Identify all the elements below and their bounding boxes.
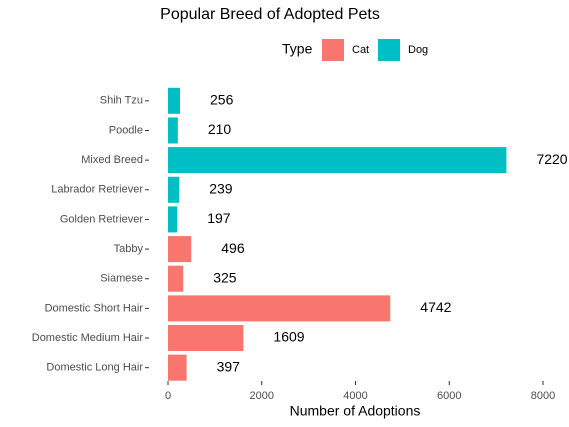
x-axis-title: Number of Adoptions <box>290 403 421 419</box>
bar <box>168 236 192 263</box>
y-tick-label: Domestic Short Hair <box>45 302 144 314</box>
legend-title: Type <box>282 41 313 57</box>
y-tick-label: Poodle <box>109 124 143 136</box>
y-tick-label: Shih Tzu <box>100 95 143 107</box>
bar <box>168 117 178 144</box>
bar <box>168 354 187 381</box>
y-tick-label: Mixed Breed <box>81 154 143 166</box>
y-tick-label: Tabby <box>114 243 144 255</box>
value-label: 397 <box>217 358 241 374</box>
y-tick-label: Golden Retriever <box>60 213 143 225</box>
bar <box>168 176 180 203</box>
x-tick-label: 8000 <box>531 390 555 402</box>
bar <box>168 325 244 352</box>
value-label: 256 <box>210 92 234 108</box>
x-tick-label: 2000 <box>250 390 274 402</box>
x-tick-label: 4000 <box>343 390 367 402</box>
bar <box>168 206 178 233</box>
bar <box>168 265 184 292</box>
chart-title: Popular Breed of Adopted Pets <box>160 6 380 23</box>
value-label: 325 <box>213 269 237 285</box>
legend-swatch <box>378 39 400 61</box>
bar <box>168 295 391 322</box>
bar <box>168 87 180 114</box>
value-label: 1609 <box>273 329 304 345</box>
y-tick-label: Labrador Retriever <box>51 184 143 196</box>
legend-label: Cat <box>352 44 369 56</box>
bar <box>168 147 507 174</box>
value-label: 4742 <box>420 299 451 315</box>
value-label: 7220 <box>536 151 567 167</box>
x-tick-label: 0 <box>165 390 171 402</box>
value-label: 496 <box>221 240 245 256</box>
y-tick-label: Domestic Medium Hair <box>32 332 144 344</box>
value-label: 239 <box>209 180 233 196</box>
y-tick-label: Domestic Long Hair <box>46 362 143 374</box>
x-tick-label: 6000 <box>437 390 461 402</box>
y-tick-label: Siamese <box>100 273 143 285</box>
value-label: 210 <box>208 121 232 137</box>
legend-swatch <box>322 39 344 61</box>
value-label: 197 <box>207 210 231 226</box>
legend-label: Dog <box>408 44 428 56</box>
